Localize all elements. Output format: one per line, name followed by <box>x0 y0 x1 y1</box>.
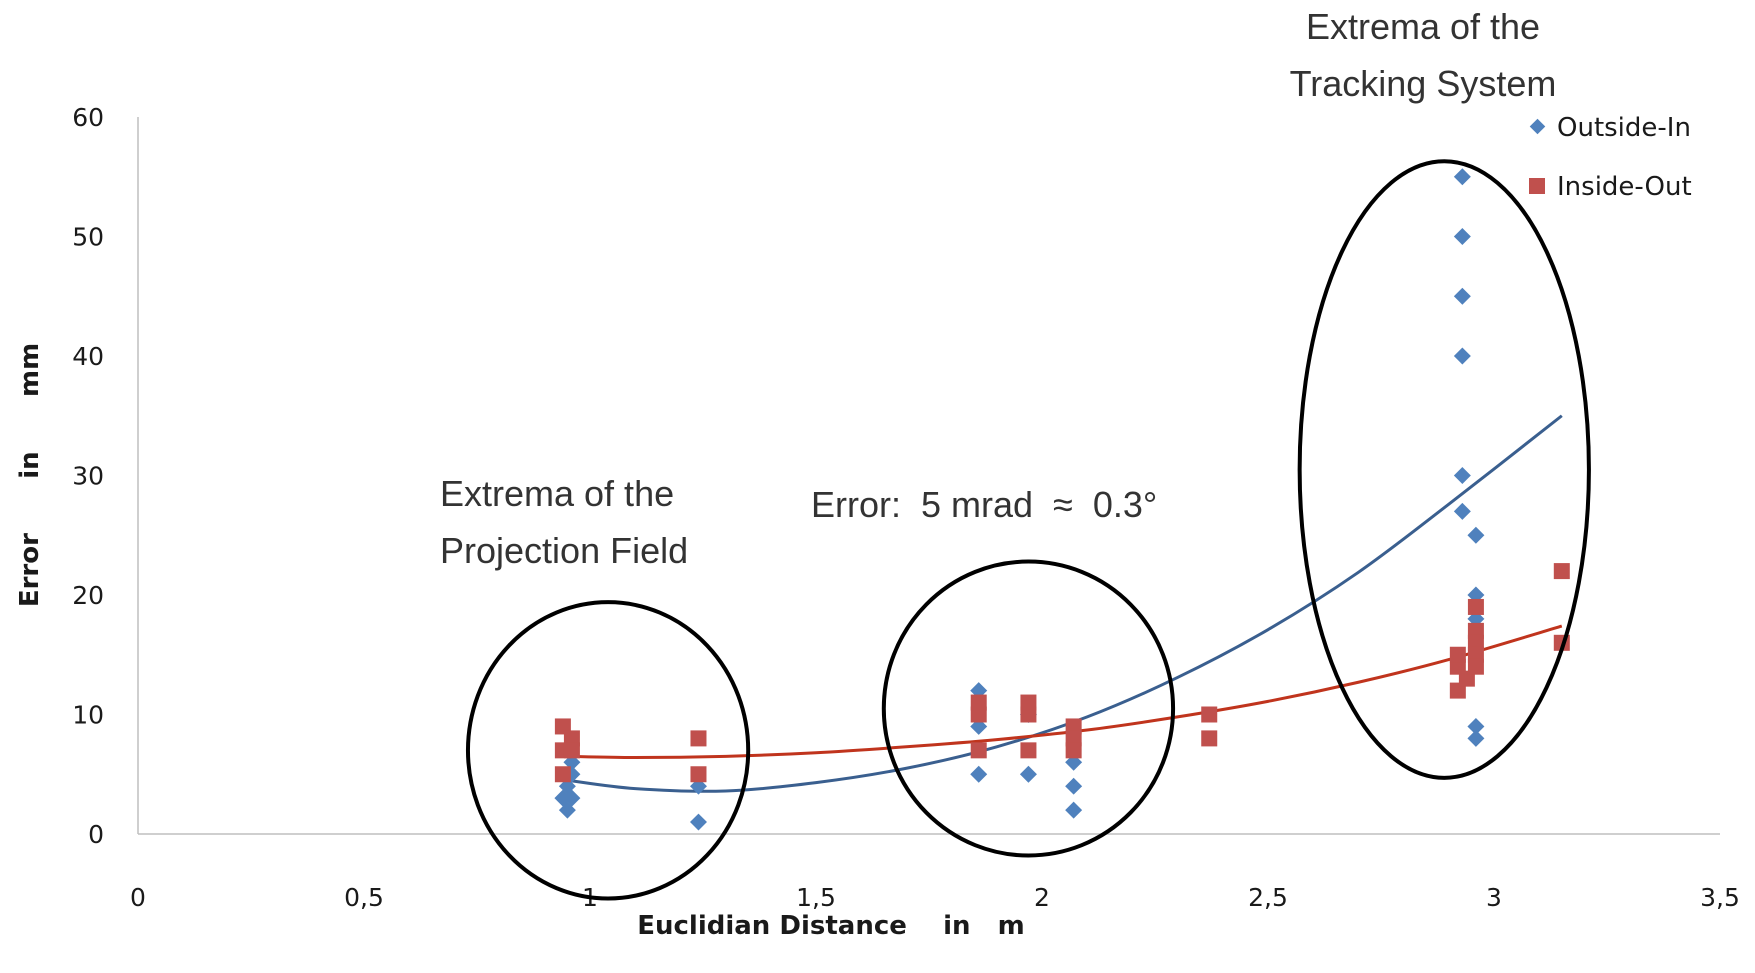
projection-annotation-line2: Projection Field <box>440 530 688 571</box>
y-tick-label: 0 <box>88 820 104 849</box>
point-outside-in <box>1453 228 1471 245</box>
y-tick-label: 40 <box>72 342 104 371</box>
point-inside-out <box>690 766 707 783</box>
point-outside-in <box>1453 347 1471 365</box>
point-inside-out <box>1020 706 1037 723</box>
error-annotation: Error: 5 mrad ≈ 0.3° <box>811 484 1157 525</box>
point-inside-out <box>1467 598 1484 615</box>
point-outside-in <box>1453 168 1471 186</box>
point-inside-out <box>690 730 707 747</box>
legend-label-inside-out: Inside-Out <box>1557 172 1692 202</box>
point-outside-in <box>970 765 988 783</box>
tracking-system-ellipse <box>1297 159 1591 780</box>
trendlines <box>567 414 1563 793</box>
x-tick-labels: 0 0,5 1 1,5 2 2,5 3 3,5 <box>130 883 1740 912</box>
y-tick-labels: 0 10 20 30 40 50 60 <box>72 103 104 849</box>
point-inside-out <box>1020 742 1037 759</box>
point-outside-in <box>1453 287 1471 305</box>
legend-marker-inside-out <box>1529 178 1545 194</box>
legend-label-outside-in: Outside-In <box>1557 113 1691 143</box>
projection-annotation-line1: Extrema of the <box>440 473 674 514</box>
point-outside-in <box>1019 765 1037 783</box>
projection-field-ellipse <box>465 600 751 901</box>
y-tick-label: 30 <box>72 462 104 491</box>
point-inside-out <box>1201 706 1218 723</box>
point-inside-out <box>1201 730 1218 747</box>
point-inside-out <box>970 742 987 759</box>
x-tick-label: 2 <box>1034 883 1050 912</box>
x-tick-label: 3,5 <box>1700 883 1740 912</box>
y-tick-label: 10 <box>72 701 104 730</box>
point-inside-out <box>1449 646 1466 663</box>
legend: Outside-In Inside-Out <box>1529 113 1692 202</box>
tracking-annotation-line2: Tracking System <box>1290 63 1557 104</box>
point-inside-out <box>1065 742 1082 759</box>
point-outside-in <box>1065 801 1083 819</box>
highlight-ellipses <box>465 159 1591 901</box>
trendline-outside-in <box>567 414 1563 793</box>
point-outside-in <box>1467 717 1485 735</box>
tracking-annotation-line1: Extrema of the <box>1306 6 1540 47</box>
x-axis-title: Euclidian Distance in m <box>637 911 1025 941</box>
point-inside-out <box>1467 658 1484 675</box>
point-inside-out <box>563 742 580 759</box>
point-outside-in <box>1453 467 1471 484</box>
point-inside-out <box>970 706 987 723</box>
x-tick-label: 3 <box>1486 883 1502 912</box>
point-outside-in <box>563 789 581 807</box>
point-outside-in <box>689 813 707 831</box>
x-tick-label: 0 <box>130 883 146 912</box>
point-outside-in <box>1065 777 1083 795</box>
x-tick-label: 2,5 <box>1248 883 1288 912</box>
point-outside-in <box>1453 502 1471 520</box>
y-axis-title: Error in mm <box>15 343 45 607</box>
x-tick-label: 0,5 <box>344 883 384 912</box>
point-outside-in <box>1467 526 1485 544</box>
point-inside-out <box>554 766 571 783</box>
point-outside-in <box>1467 729 1485 747</box>
y-tick-label: 60 <box>72 103 104 132</box>
middle-ellipse <box>881 559 1176 858</box>
y-tick-label: 50 <box>72 223 104 252</box>
legend-marker-outside-in <box>1529 118 1546 135</box>
trendline-inside-out <box>567 624 1563 760</box>
point-inside-out <box>1553 563 1570 580</box>
y-tick-label: 20 <box>72 581 104 610</box>
x-tick-label: 1,5 <box>796 883 836 912</box>
